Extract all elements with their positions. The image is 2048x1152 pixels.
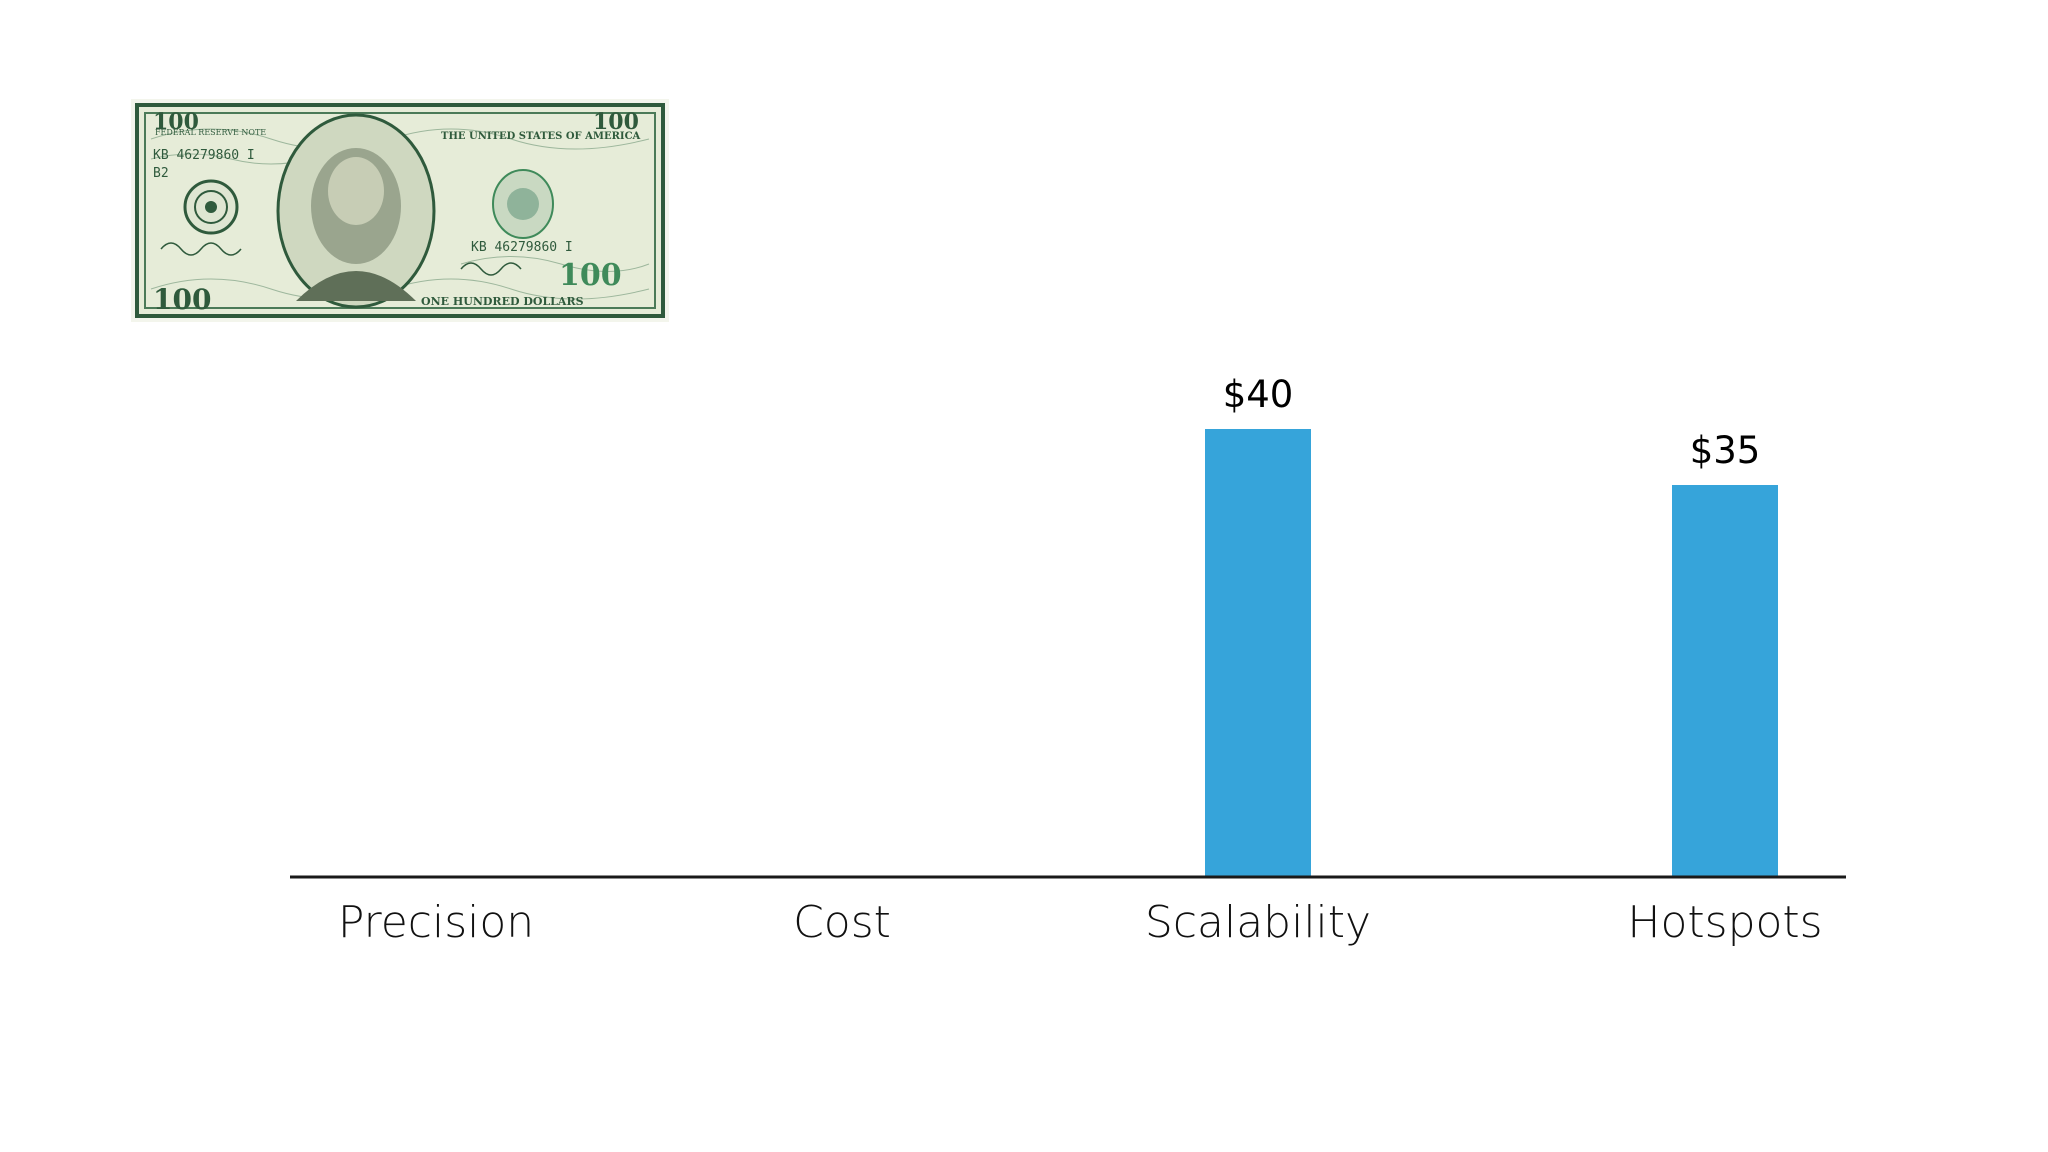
hundred-dollar-bill-image: 100 100 100 100 FEDERAL RESERVE NOTE THE… xyxy=(131,99,669,322)
serial-left: KB 46279860 I xyxy=(153,148,255,163)
svg-text:100: 100 xyxy=(153,283,211,316)
tick-label-precision: Precision xyxy=(338,897,534,948)
svg-text:100: 100 xyxy=(153,109,199,135)
issuer-title: THE UNITED STATES OF AMERICA xyxy=(441,131,641,142)
svg-text:100: 100 xyxy=(593,109,639,135)
corner-denomination-bottom-left: 100 xyxy=(153,283,211,316)
bar-hotspots xyxy=(1672,485,1778,877)
corner-denomination-top-left: 100 xyxy=(153,109,199,135)
serial-right: KB 46279860 I xyxy=(471,240,573,255)
plate-number: B2 xyxy=(153,166,169,181)
center-security-emblem xyxy=(492,169,554,239)
corner-denomination-bottom-right: 100 xyxy=(559,258,622,293)
data-label-scalability: $40 xyxy=(1223,373,1294,416)
bar-group xyxy=(1205,429,1778,877)
svg-text:100: 100 xyxy=(559,258,622,293)
bar-scalability xyxy=(1205,429,1311,877)
signature-left xyxy=(160,242,242,256)
signature-right xyxy=(460,262,522,276)
corner-denomination-top-right: 100 xyxy=(593,109,639,135)
tick-label-hotspots: Hotspots xyxy=(1627,897,1822,948)
tick-label-group: Precision Cost Scalability Hotspots xyxy=(338,897,1823,948)
federal-reserve-seal xyxy=(183,179,239,235)
tick-label-cost: Cost xyxy=(793,897,891,948)
data-label-hotspots: $35 xyxy=(1690,429,1761,472)
denomination-words: ONE HUNDRED DOLLARS xyxy=(421,295,584,308)
issuer-top: FEDERAL RESERVE NOTE xyxy=(155,128,266,137)
tick-label-scalability: Scalability xyxy=(1145,897,1371,948)
data-label-group: $40 $35 xyxy=(1223,373,1761,472)
portrait xyxy=(276,113,436,309)
